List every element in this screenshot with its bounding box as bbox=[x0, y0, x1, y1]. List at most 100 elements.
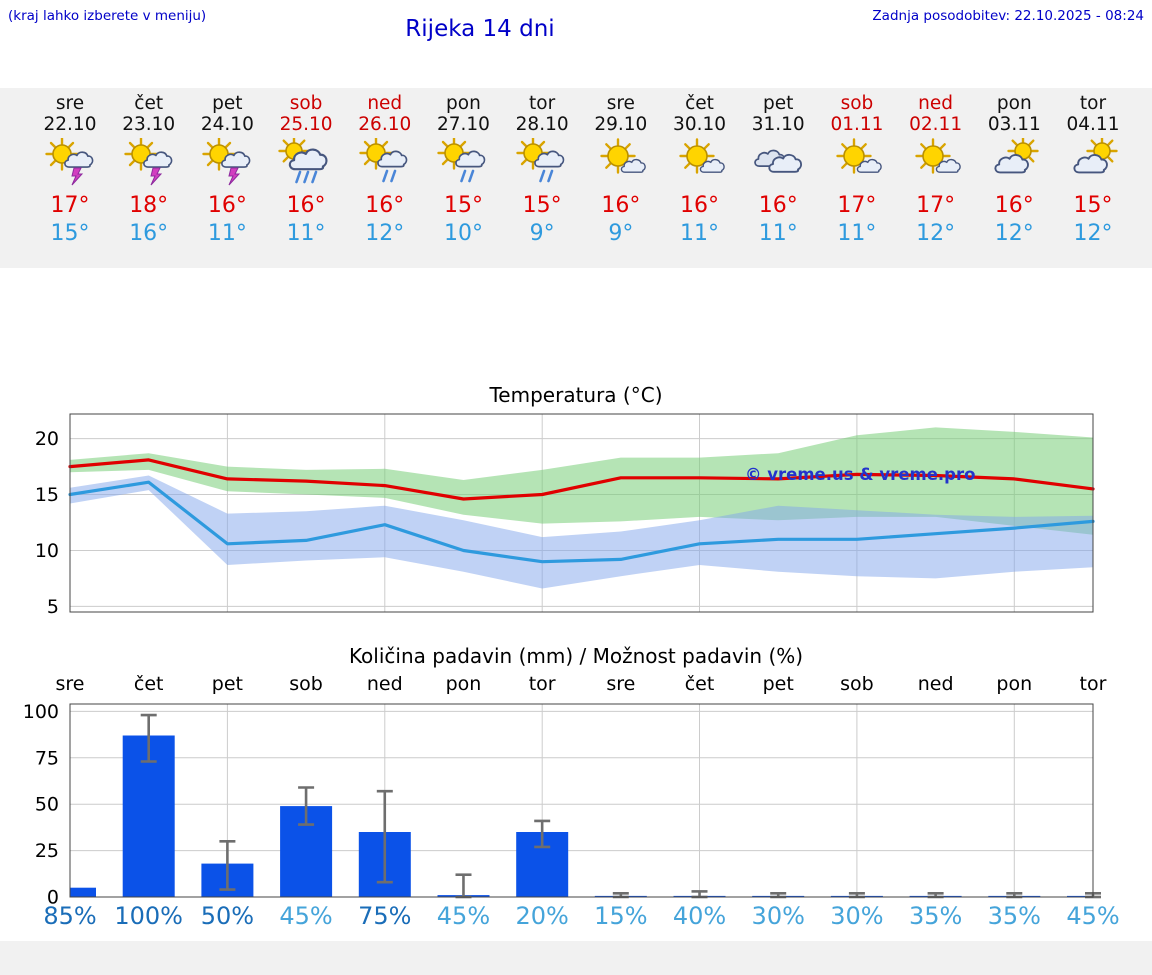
day-min-temp: 12° bbox=[916, 221, 956, 246]
temp-y-tick: 20 bbox=[35, 428, 59, 450]
day-max-temp: 16° bbox=[207, 193, 247, 218]
sun-cloud-thunder-icon bbox=[109, 137, 188, 188]
precip-day-label: pet bbox=[211, 673, 243, 695]
day-min-temp: 11° bbox=[286, 221, 326, 246]
day-max-temp: 16° bbox=[365, 193, 405, 218]
day-max-temp: 16° bbox=[601, 193, 641, 218]
sun-small-cloud-icon bbox=[660, 138, 739, 188]
max-temperature-line bbox=[68, 458, 1095, 501]
precip-day-label: tor bbox=[528, 673, 556, 695]
precip-bar bbox=[1067, 895, 1093, 897]
day-min-temp: 10° bbox=[443, 221, 483, 246]
day-name: čet bbox=[134, 93, 164, 114]
precip-day-labels: sre čet pet sob ned pon tor sre čet pet sob ned pon t… bbox=[0, 673, 1152, 697]
precip-probability: 45% bbox=[436, 902, 491, 930]
precip-probability: 85% bbox=[43, 902, 97, 930]
last-update: Zadnja posodobitev: 22.10.2025 - 08:24 bbox=[872, 8, 1144, 24]
day-cell: čet 23.10 18° 16° bbox=[109, 93, 188, 248]
precip-day-label: pon bbox=[996, 673, 1033, 695]
day-name: tor bbox=[1079, 93, 1107, 114]
precip-bar bbox=[70, 887, 96, 897]
day-cell: tor 28.10 15° 9° bbox=[503, 93, 582, 248]
footer-strip bbox=[0, 941, 1152, 975]
watermark: © vreme.us & vreme.pro bbox=[745, 465, 975, 484]
precip-day-label: sre bbox=[55, 673, 85, 695]
day-cell: pet 31.10 16° 11° bbox=[739, 93, 818, 248]
precip-day-label: ned bbox=[366, 673, 403, 695]
day-date: 03.11 bbox=[987, 114, 1041, 135]
precip-probability: 15% bbox=[594, 902, 648, 930]
sun-cloud-thunder-icon bbox=[31, 137, 110, 188]
temperature-chart: 5 10 15 20 © vreme.us & vreme.pro bbox=[35, 413, 1095, 618]
max-temperature-range-band bbox=[70, 427, 1093, 535]
precip-y-tick: 25 bbox=[35, 840, 59, 862]
precip-day-label: čet bbox=[684, 673, 715, 695]
day-name: sre bbox=[606, 93, 635, 114]
precip-y-tick: 100 bbox=[23, 701, 59, 723]
temp-y-tick: 5 bbox=[47, 596, 59, 618]
sun-cloud-rain-icon bbox=[503, 136, 582, 188]
day-name: pet bbox=[212, 93, 243, 114]
day-name: čet bbox=[685, 93, 714, 114]
precip-probability: 20% bbox=[515, 902, 569, 930]
day-cell: sre 29.10 16° 9° bbox=[581, 93, 660, 248]
day-max-temp: 17° bbox=[50, 193, 90, 218]
day-date: 30.10 bbox=[673, 114, 727, 135]
day-min-temp: 9° bbox=[529, 221, 555, 246]
precip-probability: 30% bbox=[751, 902, 805, 930]
day-cell: sob 01.11 17° 11° bbox=[817, 93, 896, 248]
day-min-temp: 15° bbox=[50, 221, 90, 246]
precip-probability: 100% bbox=[114, 902, 183, 930]
sun-small-cloud-icon bbox=[896, 138, 975, 188]
sun-small-cloud-icon bbox=[817, 138, 896, 188]
day-min-temp: 16° bbox=[129, 221, 169, 246]
min-temperature-range-band bbox=[70, 475, 1093, 589]
precip-day-label: sob bbox=[289, 673, 323, 695]
day-date: 02.11 bbox=[909, 114, 963, 135]
day-name: sre bbox=[55, 93, 85, 114]
day-min-temp: 11° bbox=[758, 221, 798, 246]
precip-day-label: pet bbox=[762, 673, 794, 695]
day-max-temp: 15° bbox=[443, 193, 483, 218]
precip-probability: 35% bbox=[908, 902, 963, 930]
day-max-temp: 18° bbox=[129, 193, 169, 218]
day-max-temp: 16° bbox=[994, 193, 1034, 218]
day-cell: pon 27.10 15° 10° bbox=[424, 93, 503, 248]
sun-cloud-rain-icon bbox=[345, 136, 424, 188]
day-max-temp: 16° bbox=[680, 193, 720, 218]
day-name: tor bbox=[529, 93, 556, 114]
precip-day-label: pon bbox=[445, 673, 482, 695]
day-cell: sre 22.10 17° 15° bbox=[31, 93, 110, 248]
precip-y-tick: 50 bbox=[35, 794, 59, 816]
precip-probability: 45% bbox=[1066, 902, 1120, 930]
day-cell: ned 02.11 17° 12° bbox=[896, 93, 975, 248]
precip-probability: 35% bbox=[987, 902, 1041, 930]
precip-day-label: tor bbox=[1079, 673, 1107, 695]
day-name: sob bbox=[840, 93, 874, 114]
day-name: pet bbox=[763, 93, 794, 114]
day-cell: pon 03.11 16° 12° bbox=[975, 93, 1054, 248]
day-cell: sob 25.10 16° 11° bbox=[267, 93, 346, 248]
day-cell: pet 24.10 16° 11° bbox=[188, 93, 267, 248]
precip-y-tick: 0 bbox=[47, 887, 59, 907]
day-cell: tor 04.11 15° 12° bbox=[1054, 93, 1133, 248]
precip-day-label: ned bbox=[917, 673, 954, 695]
day-max-temp: 16° bbox=[286, 193, 326, 218]
day-max-temp: 17° bbox=[916, 193, 956, 218]
precip-probability: 45% bbox=[279, 902, 333, 930]
day-min-temp: 12° bbox=[365, 221, 405, 246]
day-date: 31.10 bbox=[751, 114, 805, 135]
day-name: ned bbox=[918, 93, 954, 114]
day-max-temp: 17° bbox=[837, 193, 877, 218]
precip-y-tick: 75 bbox=[35, 747, 59, 769]
day-name: sob bbox=[289, 93, 323, 114]
day-max-temp: 16° bbox=[758, 193, 798, 218]
cloud-sun-icon bbox=[1054, 135, 1133, 188]
menu-hint: (kraj lahko izberete v meniju) bbox=[8, 8, 207, 24]
precip-probability: 50% bbox=[200, 902, 255, 930]
precip-day-label: sob bbox=[840, 673, 874, 695]
precip-day-label: čet bbox=[133, 673, 164, 695]
day-name: ned bbox=[367, 93, 403, 114]
day-date: 22.10 bbox=[43, 114, 97, 135]
precipitation-chart: 0 25 50 75 100 bbox=[23, 701, 1101, 907]
